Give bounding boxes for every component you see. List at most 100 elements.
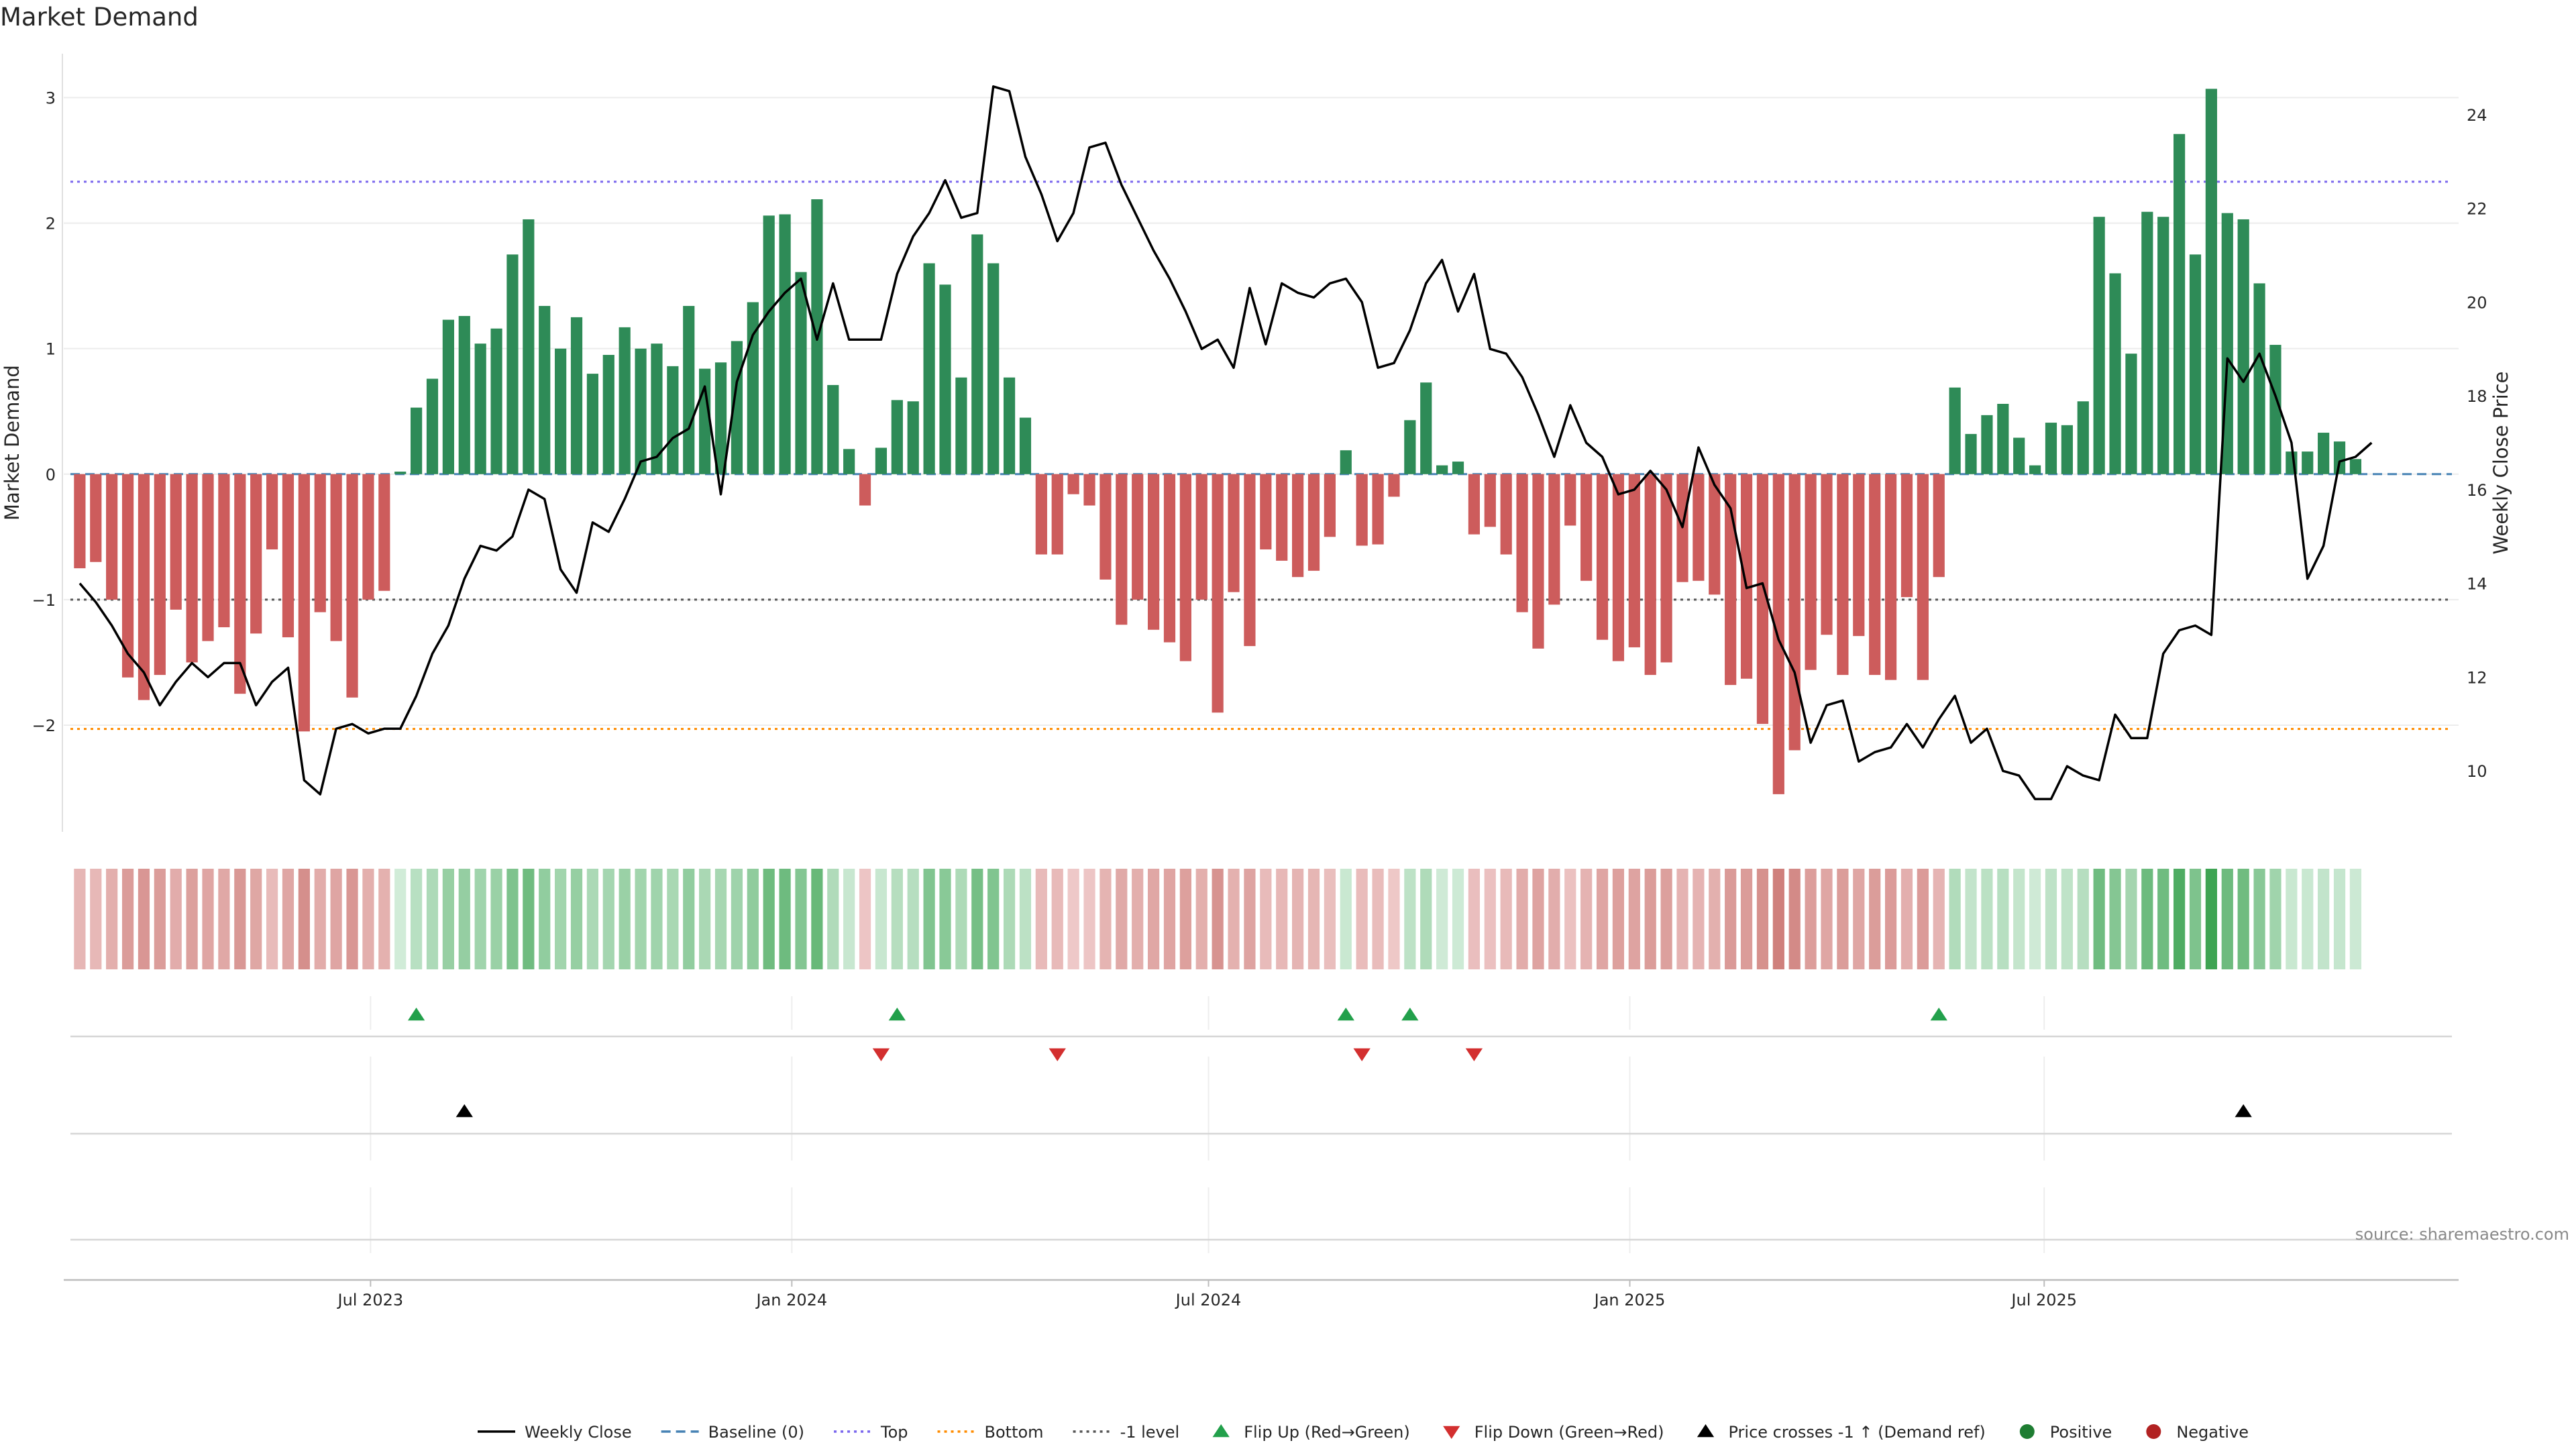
flip-up-marker <box>1401 1008 1419 1021</box>
demand-bar <box>1660 474 1672 663</box>
strip-cell <box>875 869 888 969</box>
strip-cell <box>1163 869 1176 969</box>
strip-cell <box>458 869 470 969</box>
demand-bar <box>90 474 102 562</box>
strip-cell <box>218 869 230 969</box>
demand-bar <box>1725 474 1737 686</box>
legend-label: Flip Up (Red→Green) <box>1244 1423 1410 1442</box>
strip-cell <box>1179 869 1191 969</box>
legend-item: -1 level <box>1073 1423 1179 1442</box>
strip-cell <box>1869 869 1881 969</box>
y2-tick-label: 10 <box>2467 762 2487 781</box>
demand-bar <box>2253 283 2265 474</box>
strip-cell <box>1837 869 1849 969</box>
demand-bar <box>1195 474 1208 600</box>
demand-bar <box>314 474 326 612</box>
demand-bar <box>138 474 150 700</box>
demand-bar <box>1307 474 1320 571</box>
strip-cell <box>362 869 374 969</box>
legend-label: Weekly Close <box>525 1423 632 1442</box>
strip-cell <box>1709 869 1721 969</box>
demand-bar <box>555 348 567 474</box>
demand-bar <box>1372 474 1384 545</box>
demand-bar <box>282 474 294 637</box>
strip-cell <box>570 869 583 969</box>
strip-cell <box>2061 869 2073 969</box>
y2-tick-label: 14 <box>2467 575 2487 594</box>
demand-bar <box>1356 474 1368 546</box>
strip-cell <box>170 869 182 969</box>
demand-bar <box>1516 474 1528 612</box>
demand-bar <box>1228 474 1240 592</box>
strip-cell <box>1051 869 1063 969</box>
strip-cell <box>955 869 967 969</box>
strip-cell <box>2189 869 2202 969</box>
demand-bar <box>490 328 502 474</box>
strip-cell <box>1997 869 2009 969</box>
demand-bar <box>74 474 86 569</box>
demand-bar <box>2077 401 2089 474</box>
demand-bar <box>1452 462 1464 474</box>
legend-label: Price crosses -1 ↑ (Demand ref) <box>1729 1423 1986 1442</box>
strip-cell <box>1244 869 1256 969</box>
strip-cell <box>2253 869 2265 969</box>
strip-cell <box>714 869 727 969</box>
demand-bar <box>1003 377 1016 474</box>
demand-bar <box>2205 89 2217 474</box>
strip-cell <box>1693 869 1705 969</box>
demand-bar <box>2174 133 2186 474</box>
strip-cell <box>1917 869 1929 969</box>
demand-bar <box>1933 474 1945 578</box>
strip-cell <box>602 869 614 969</box>
strip-cell <box>1580 869 1593 969</box>
demand-bar <box>121 474 134 678</box>
demand-bar <box>426 378 439 474</box>
strip-cell <box>282 869 294 969</box>
strip-cell <box>1884 869 1897 969</box>
demand-bar <box>1324 474 1336 537</box>
demand-bar <box>1132 474 1144 600</box>
demand-bar <box>1163 474 1176 643</box>
strip-cell <box>1116 869 1128 969</box>
strip-cell <box>250 869 262 969</box>
strip-cell <box>859 869 871 969</box>
demand-bar <box>106 474 118 600</box>
y2-tick-label: 16 <box>2467 481 2487 500</box>
strip-cell <box>939 869 951 969</box>
demand-bar <box>1484 474 1496 527</box>
strip-cell <box>2109 869 2121 969</box>
demand-bar <box>923 263 935 474</box>
demand-bar <box>186 474 198 663</box>
demand-bar <box>763 215 775 474</box>
strip-cell <box>1965 869 1977 969</box>
demand-bar <box>1693 474 1705 581</box>
strip-cell <box>923 869 935 969</box>
demand-bar <box>330 474 342 641</box>
page-title: Market Demand <box>0 3 199 32</box>
strip-cell <box>1484 869 1496 969</box>
strip-cell <box>987 869 1000 969</box>
strip-cell <box>202 869 214 969</box>
legend-item: Baseline (0) <box>661 1423 804 1442</box>
strip-cell <box>1083 869 1095 969</box>
demand-bar <box>1179 474 1191 661</box>
demand-bar <box>859 474 871 506</box>
y2-tick-label: 24 <box>2467 106 2487 125</box>
strip-cell <box>1853 869 1865 969</box>
strip-cell <box>651 869 663 969</box>
strip-cell <box>1019 869 1032 969</box>
strip-cell <box>1644 869 1656 969</box>
flip-down-marker <box>1353 1048 1371 1061</box>
y2-tick-label: 18 <box>2467 387 2487 406</box>
demand-bar <box>1420 382 1432 474</box>
strip-cell <box>1676 869 1688 969</box>
strip-cell <box>2045 869 2057 969</box>
demand-bar <box>1147 474 1160 630</box>
strip-cell <box>378 869 390 969</box>
weekly-close-line <box>78 85 2373 800</box>
demand-bar <box>1612 474 1625 661</box>
demand-bar <box>1276 474 1288 561</box>
demand-bar <box>843 449 855 474</box>
demand-bar <box>1917 474 1929 680</box>
